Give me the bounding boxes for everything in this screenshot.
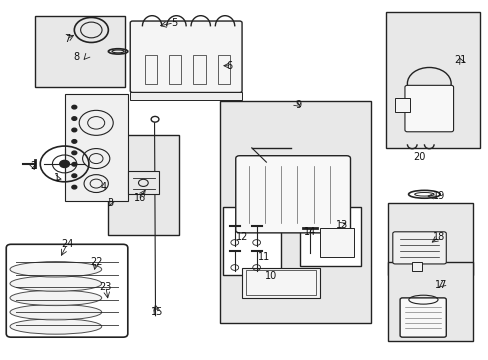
- Circle shape: [72, 162, 77, 166]
- Text: 9: 9: [294, 100, 301, 110]
- Text: 16: 16: [134, 193, 146, 203]
- Bar: [144, 55, 157, 84]
- Bar: [222, 207, 281, 275]
- Bar: [300, 207, 361, 266]
- Text: 13: 13: [335, 220, 347, 230]
- Bar: [385, 12, 479, 148]
- Bar: [217, 55, 229, 84]
- Ellipse shape: [10, 305, 102, 320]
- Text: 15: 15: [150, 307, 163, 317]
- Ellipse shape: [10, 262, 102, 277]
- FancyBboxPatch shape: [399, 298, 446, 337]
- Ellipse shape: [10, 276, 102, 291]
- Circle shape: [72, 185, 77, 189]
- Circle shape: [72, 117, 77, 120]
- Bar: [169, 55, 181, 84]
- Bar: [64, 94, 127, 202]
- Text: 24: 24: [61, 239, 73, 249]
- Text: 3: 3: [107, 198, 114, 208]
- Text: 7: 7: [64, 34, 70, 44]
- Text: 2: 2: [30, 161, 36, 171]
- Bar: [411, 262, 421, 271]
- Bar: [387, 262, 472, 341]
- Text: 11: 11: [257, 252, 269, 262]
- Text: 23: 23: [100, 282, 112, 292]
- Text: 22: 22: [90, 257, 102, 267]
- Circle shape: [72, 140, 77, 143]
- Bar: [35, 16, 125, 87]
- FancyBboxPatch shape: [392, 232, 446, 264]
- Circle shape: [72, 151, 77, 155]
- Bar: [108, 135, 179, 235]
- Text: 20: 20: [412, 152, 425, 162]
- FancyBboxPatch shape: [404, 85, 453, 132]
- Circle shape: [72, 174, 77, 177]
- Text: 18: 18: [432, 232, 444, 242]
- Bar: [220, 102, 370, 323]
- Bar: [245, 270, 315, 295]
- Ellipse shape: [10, 319, 102, 334]
- Bar: [130, 92, 242, 100]
- Text: 5: 5: [170, 18, 177, 28]
- Text: 4: 4: [100, 182, 106, 192]
- Text: 8: 8: [74, 52, 80, 62]
- Ellipse shape: [10, 290, 102, 306]
- Bar: [394, 98, 409, 112]
- Bar: [242, 267, 319, 298]
- Text: 10: 10: [264, 271, 277, 282]
- Circle shape: [72, 105, 77, 109]
- Text: 12: 12: [235, 232, 248, 242]
- Text: 1: 1: [54, 173, 60, 183]
- FancyBboxPatch shape: [130, 21, 242, 93]
- Text: 6: 6: [226, 61, 232, 71]
- FancyBboxPatch shape: [235, 156, 350, 233]
- Circle shape: [60, 160, 69, 167]
- Text: 19: 19: [432, 191, 444, 201]
- Circle shape: [72, 128, 77, 132]
- Text: 17: 17: [434, 280, 447, 291]
- Bar: [319, 228, 353, 257]
- Bar: [193, 55, 205, 84]
- Bar: [387, 203, 472, 275]
- Text: 14: 14: [304, 227, 316, 237]
- Text: 21: 21: [454, 55, 466, 65]
- Bar: [127, 171, 159, 194]
